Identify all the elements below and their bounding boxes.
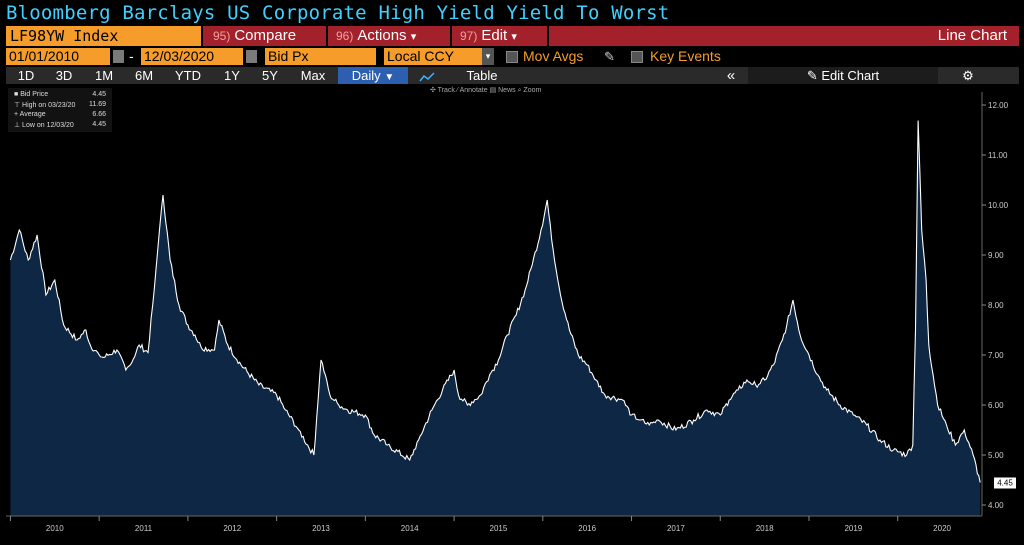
date-separator: - [129,48,134,64]
start-date-field[interactable]: 01/01/2010 [6,48,110,65]
legend-series-label: Bid Price [20,91,49,98]
page-title: Bloomberg Barclays US Corporate High Yie… [6,2,670,24]
frequency-label: Daily [351,68,381,83]
actions-chevron-down-icon: ▾ [410,31,417,43]
actions-button[interactable]: 96) Actions ▾ [328,26,450,46]
calendar-icon[interactable] [246,50,257,63]
calendar-icon[interactable] [113,50,124,63]
collapse-icon[interactable]: « [726,67,736,84]
end-date-field[interactable]: 12/03/2020 [141,48,243,65]
legend-low-value: 4.45 [92,121,106,128]
gear-icon[interactable]: ⚙ [962,68,974,83]
x-tick-label: 2012 [223,524,241,533]
period-1y[interactable]: 1Y [224,68,240,83]
y-tick-label: 4.00 [988,501,1004,510]
legend-high-value: 11.69 [89,101,106,108]
edit-label: Edit [481,27,508,44]
x-tick-label: 2020 [933,524,951,533]
compare-label: Compare [234,27,297,44]
x-tick-label: 2014 [401,524,419,533]
mov-avgs-label: Mov Avgs [523,48,584,64]
price-chart[interactable]: 4.00 5.00 6.00 7.00 8.00 9.00 10.00 11.00 12.00 2… [0,88,1024,545]
legend-average-label: Average [19,111,46,118]
ticker-field[interactable]: LF98YW Index [6,26,201,46]
compare-button[interactable]: 95) Compare [203,26,326,46]
legend-series-value: 4.45 [92,91,106,98]
period-5y[interactable]: 5Y [262,68,278,83]
x-tick-label: 2013 [312,524,330,533]
line-chart-icon[interactable] [412,67,442,84]
period-ytd[interactable]: YTD [175,68,201,83]
edit-chevron-down-icon: ▾ [511,31,517,43]
x-tick-label: 2015 [490,524,508,533]
x-tick-label: 2011 [135,524,153,533]
frequency-chevron-down-icon: ▼ [384,72,395,83]
edit-chart-label: Edit Chart [821,68,880,83]
x-tick-label: 2019 [844,524,862,533]
edit-number: 97) [460,29,478,43]
period-max[interactable]: Max [300,68,326,83]
mov-avgs-checkbox[interactable] [506,51,518,63]
y-tick-label: 5.00 [988,451,1004,460]
key-events-label: Key Events [650,48,721,64]
period-3d[interactable]: 3D [55,68,73,83]
y-tick-label: 12.00 [988,101,1009,110]
x-tick-label: 2017 [667,524,685,533]
pencil-icon: ✎ [806,68,822,83]
x-tick-label: 2010 [46,524,64,533]
period-1m[interactable]: 1M [94,68,114,83]
last-value-box [994,477,1016,489]
y-tick-label: 10.00 [988,201,1009,210]
legend-average: + Average [14,111,46,118]
field-select[interactable]: Bid Px [265,48,376,65]
chart-tools[interactable]: ✣ Track ⁄ Annotate ▤ News ⌕ Zoom [430,87,542,94]
key-events-checkbox[interactable] [631,51,643,63]
currency-chevron-down-icon[interactable]: ▾ [482,48,494,65]
edit-chart-button[interactable]: ✎ Edit Chart [748,67,938,84]
series-area [10,120,981,516]
actions-number: 96) [336,29,354,43]
period-6m[interactable]: 6M [134,68,154,83]
legend-low-label: Low on 12/03/20 [22,122,74,129]
legend-average-value: 6.66 [92,111,106,118]
legend-high-label: High on 03/23/20 [22,102,76,109]
legend-low: ⊥ Low on 12/03/20 [14,122,74,129]
compare-number: 95) [213,29,231,43]
y-tick-label: 6.00 [988,401,1004,410]
legend-high: ⊤ High on 03/23/20 [14,102,76,109]
y-tick-label: 8.00 [988,301,1004,310]
series-line [9,120,981,483]
frequency-select[interactable]: Daily ▼ [338,67,408,84]
legend-series: ■ Bid Price [14,91,49,98]
legend: ■ Bid Price 4.45 ⊤ High on 03/23/20 11.6… [8,88,112,132]
currency-select[interactable]: Local CCY [384,48,482,65]
last-value-label: 4.45 [997,479,1013,488]
y-tick-label: 11.00 [988,151,1008,160]
pencil-icon[interactable]: ✎ [604,49,615,64]
y-tick-label: 9.00 [988,251,1004,260]
line-chart-button[interactable]: Line Chart [549,26,1019,46]
y-tick-label: 7.00 [988,351,1004,360]
period-1d[interactable]: 1D [17,68,35,83]
table-button[interactable]: Table [446,67,518,84]
x-tick-label: 2016 [578,524,596,533]
edit-button[interactable]: 97) Edit ▾ [452,26,547,46]
x-tick-label: 2018 [756,524,774,533]
actions-label: Actions [357,27,407,44]
